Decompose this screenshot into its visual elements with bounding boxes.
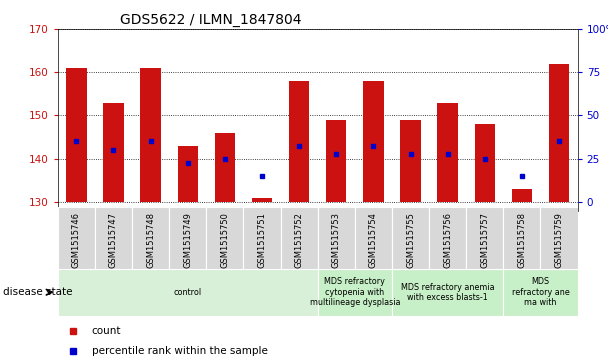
Bar: [326, 120, 347, 202]
FancyBboxPatch shape: [169, 207, 206, 269]
Text: MDS refractory anemia
with excess blasts-1: MDS refractory anemia with excess blasts…: [401, 282, 494, 302]
FancyBboxPatch shape: [280, 207, 317, 269]
FancyBboxPatch shape: [58, 269, 317, 316]
Bar: [66, 68, 86, 202]
Bar: [140, 68, 161, 202]
FancyBboxPatch shape: [355, 207, 392, 269]
FancyBboxPatch shape: [317, 269, 392, 316]
FancyBboxPatch shape: [206, 207, 243, 269]
Text: percentile rank within the sample: percentile rank within the sample: [92, 346, 268, 356]
Bar: [512, 189, 532, 202]
Text: GSM1515758: GSM1515758: [517, 212, 527, 268]
Text: count: count: [92, 326, 121, 336]
Text: GSM1515746: GSM1515746: [72, 212, 81, 268]
Text: GSM1515754: GSM1515754: [369, 212, 378, 268]
Text: GDS5622 / ILMN_1847804: GDS5622 / ILMN_1847804: [120, 13, 302, 26]
Bar: [437, 102, 458, 202]
Bar: [289, 81, 309, 202]
Text: GSM1515757: GSM1515757: [480, 212, 489, 268]
Bar: [252, 197, 272, 202]
FancyBboxPatch shape: [132, 207, 169, 269]
FancyBboxPatch shape: [95, 207, 132, 269]
FancyBboxPatch shape: [503, 207, 541, 269]
FancyBboxPatch shape: [429, 207, 466, 269]
Text: disease state: disease state: [3, 287, 72, 297]
Text: GSM1515756: GSM1515756: [443, 212, 452, 268]
Text: GSM1515752: GSM1515752: [295, 212, 303, 268]
FancyBboxPatch shape: [503, 269, 578, 316]
Text: control: control: [174, 288, 202, 297]
Bar: [400, 120, 421, 202]
Bar: [549, 64, 569, 202]
FancyBboxPatch shape: [466, 207, 503, 269]
FancyBboxPatch shape: [541, 207, 578, 269]
Text: GSM1515759: GSM1515759: [554, 212, 564, 268]
Bar: [363, 81, 384, 202]
Text: GSM1515750: GSM1515750: [220, 212, 229, 268]
Text: GSM1515751: GSM1515751: [257, 212, 266, 268]
Bar: [475, 124, 495, 202]
Text: GSM1515748: GSM1515748: [146, 212, 155, 268]
Text: GSM1515753: GSM1515753: [332, 212, 340, 268]
FancyBboxPatch shape: [392, 207, 429, 269]
Text: MDS refractory
cytopenia with
multilineage dysplasia: MDS refractory cytopenia with multilinea…: [309, 277, 400, 307]
Bar: [178, 146, 198, 202]
FancyBboxPatch shape: [392, 269, 503, 316]
Bar: [215, 133, 235, 202]
Text: GSM1515747: GSM1515747: [109, 212, 118, 268]
Bar: [103, 102, 123, 202]
FancyBboxPatch shape: [243, 207, 280, 269]
Text: MDS
refractory ane
ma with: MDS refractory ane ma with: [511, 277, 569, 307]
FancyBboxPatch shape: [317, 207, 355, 269]
Text: GSM1515749: GSM1515749: [183, 212, 192, 268]
Text: GSM1515755: GSM1515755: [406, 212, 415, 268]
FancyBboxPatch shape: [58, 207, 95, 269]
